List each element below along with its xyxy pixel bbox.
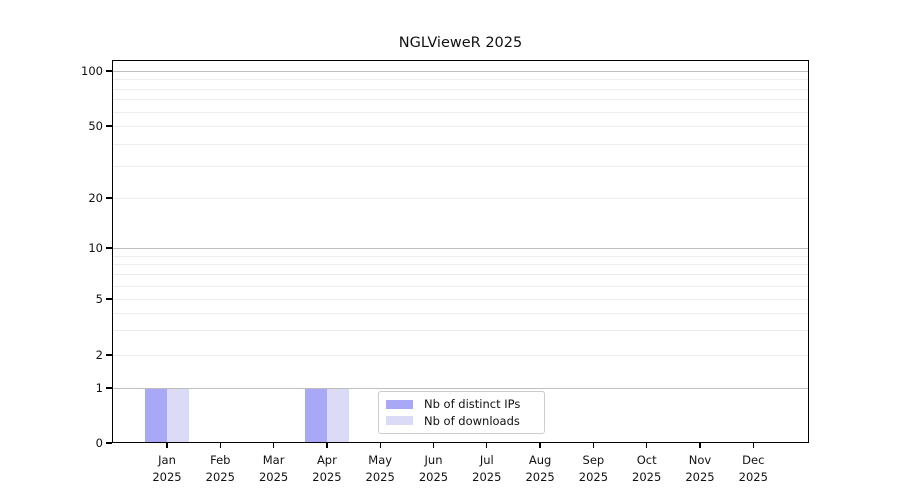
x-tick-year: 2025 [685,469,715,484]
x-tick-month: Mar [262,453,285,467]
gridline [112,111,809,113]
gridline [112,285,809,287]
x-tick-label: Jan 2025 [139,452,195,485]
x-tick-label: Dec 2025 [725,452,781,485]
x-tick-month: Feb [210,453,231,467]
x-tick-year: 2025 [738,469,768,484]
y-tick-label: 50 [88,119,103,133]
legend: Nb of distinct IPs Nb of downloads [378,391,545,434]
y-tick-label: 2 [95,348,103,362]
x-tick-label: Mar 2025 [246,452,302,485]
x-tick-label: Jul 2025 [459,452,515,485]
legend-swatch-downloads [386,416,413,426]
x-tick-year: 2025 [152,469,182,484]
legend-label-downloads: Nb of downloads [424,413,520,428]
y-tick-mark [105,354,112,356]
legend-item-distinct-ips: Nb of distinct IPs [386,396,536,413]
gridline [112,143,809,145]
x-tick-mark [486,443,488,448]
chart-title: NGLVieweR 2025 [398,35,523,51]
x-tick-mark [592,443,595,448]
x-tick-label: Apr 2025 [299,452,355,485]
y-tick-mark [105,125,112,127]
x-tick-month: Jul [479,453,494,467]
gridline [112,388,809,389]
gridline [112,355,809,356]
x-tick-month: Apr [316,453,337,467]
y-tick-mark [105,442,112,444]
x-tick-month: Aug [528,453,552,467]
x-tick-year: 2025 [472,469,502,484]
x-tick-month: May [368,453,393,467]
gridline [112,71,809,72]
gridline [112,274,809,276]
bar-nb-of-distinct-ips-jan [145,388,167,443]
y-tick-label: 10 [88,241,103,255]
x-tick-month: Nov [688,453,712,467]
x-tick-mark [272,443,275,448]
bar-nb-of-downloads-jan [167,388,189,443]
x-tick-year: 2025 [258,469,289,484]
x-tick-label: Feb 2025 [192,452,248,485]
y-tick-label: 0 [95,436,103,450]
gridline [112,198,809,199]
x-tick-mark [326,443,328,448]
gridline [112,79,809,81]
y-tick-label: 20 [88,191,103,205]
x-tick-year: 2025 [312,469,342,484]
legend-item-downloads: Nb of downloads [386,413,536,430]
x-tick-label: May 2025 [352,452,408,485]
gridline [112,248,809,249]
gridline [112,264,809,266]
y-tick-mark [105,387,112,389]
x-tick-month: Jun [424,453,443,467]
x-tick-month: Dec [742,453,765,467]
gridline [112,88,809,90]
gridline [112,330,809,332]
gridline [112,255,809,257]
x-tick-mark [646,443,648,448]
y-tick-label: 5 [95,292,103,306]
x-tick-mark [539,443,541,448]
bar-nb-of-distinct-ips-apr [304,388,327,443]
x-tick-mark [166,443,168,448]
x-tick-year: 2025 [205,469,235,484]
x-tick-mark [699,443,701,448]
gridline [112,99,809,101]
gridline [112,312,809,314]
y-tick-mark [105,298,112,300]
gridline [112,166,809,168]
x-tick-label: Nov 2025 [672,452,728,485]
x-tick-year: 2025 [365,469,395,484]
x-tick-year: 2025 [578,469,609,484]
x-tick-mark [379,443,381,448]
plot-area [112,60,809,443]
x-tick-month: Sep [582,453,605,467]
x-tick-year: 2025 [525,469,555,484]
x-tick-month: Oct [636,453,657,467]
x-tick-year: 2025 [418,469,449,484]
x-tick-mark [432,443,435,448]
x-tick-label: Oct 2025 [619,452,675,485]
y-tick-label: 1 [95,381,103,395]
y-tick-mark [105,197,112,199]
x-tick-mark [752,443,754,448]
gridline [112,299,809,300]
x-tick-year: 2025 [632,469,662,484]
legend-swatch-distinct-ips [386,399,413,409]
y-tick-mark [105,247,112,249]
x-tick-label: Aug 2025 [512,452,568,485]
x-tick-mark [219,443,221,448]
legend-label-distinct-ips: Nb of distinct IPs [424,397,521,412]
y-tick-label: 100 [81,64,103,78]
x-tick-label: Sep 2025 [565,452,621,485]
x-tick-label: Jun 2025 [406,452,462,485]
x-tick-month: Jan [158,453,176,467]
gridline [112,126,809,127]
bar-nb-of-downloads-apr [326,388,349,443]
y-tick-mark [105,70,112,72]
